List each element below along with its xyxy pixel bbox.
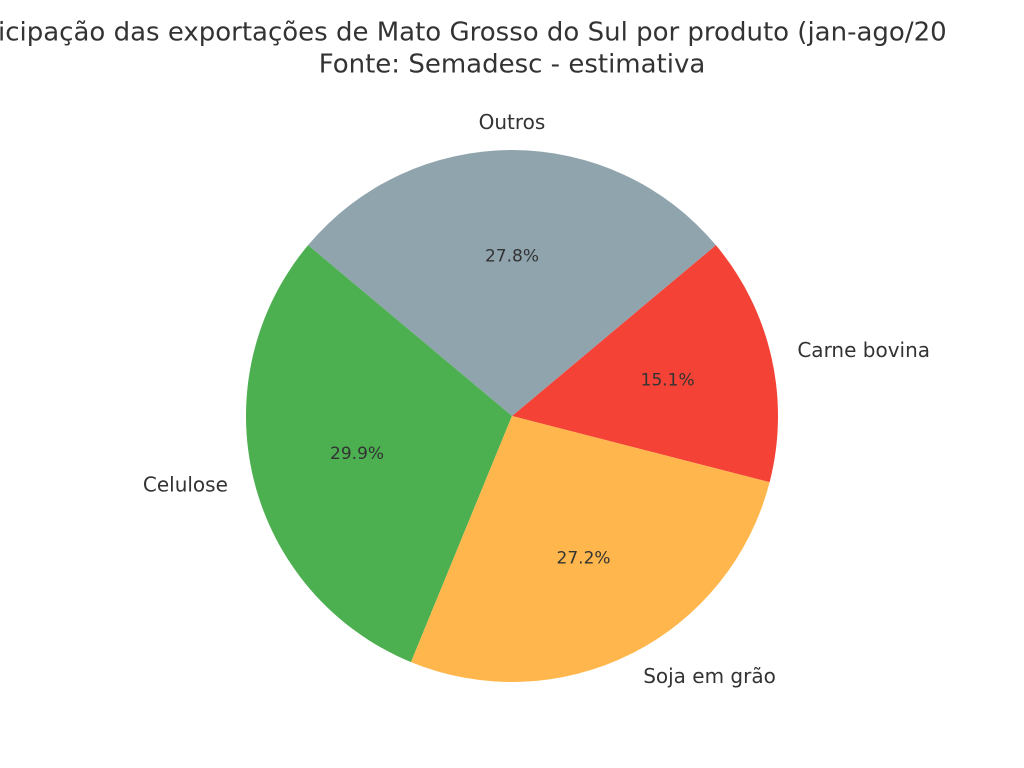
pie-slice	[512, 245, 778, 483]
slice-label: Celulose	[143, 473, 228, 497]
slice-label: Carne bovina	[797, 338, 930, 362]
chart-subtitle: Fonte: Semadesc - estimativa	[319, 50, 706, 80]
pie-slice	[410, 416, 770, 682]
value-label: 15.1%	[641, 371, 695, 391]
slice-label: Outros	[479, 110, 546, 134]
value-label: 27.8%	[485, 246, 539, 266]
value-label: 29.9%	[330, 444, 384, 464]
pie-slice	[308, 149, 716, 416]
value-label: 27.2%	[557, 549, 611, 569]
chart-title: icipação das exportações de Mato Grosso …	[0, 18, 947, 48]
pie-slice	[245, 245, 513, 663]
slice-label: Soja em grão	[643, 664, 776, 688]
